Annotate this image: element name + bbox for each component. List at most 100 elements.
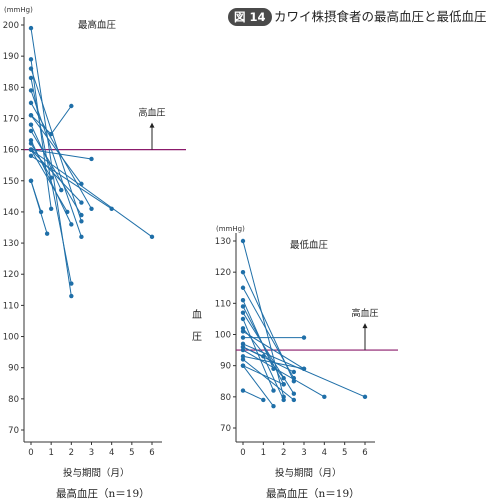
left-data-point [109, 206, 114, 212]
left-x-tick-label: 5 [129, 448, 134, 458]
left-data-point [28, 66, 34, 71]
left-y-tick-label: 110 [3, 301, 19, 311]
left-x-tick-label: 2 [69, 448, 74, 458]
left-y-tick-label: 130 [3, 239, 19, 249]
right-series-line [242, 287, 295, 379]
right-series-line [242, 365, 274, 407]
left-series-line [30, 68, 82, 222]
right-data-point [240, 363, 246, 368]
left-y-tick-label: 100 [3, 333, 19, 343]
right-data-point [240, 341, 246, 347]
right-unit-label: (mmHg) [216, 225, 245, 233]
left-data-point [89, 206, 94, 212]
left-data-point [65, 209, 70, 215]
right-data-point [322, 394, 327, 400]
left-data-point [44, 231, 50, 236]
left-data-point [79, 181, 84, 187]
left-series-line [30, 130, 82, 216]
left-data-point [79, 212, 84, 218]
left-data-point [28, 141, 34, 146]
right-data-point [240, 347, 246, 353]
right-data-point [281, 382, 286, 387]
left-data-point [28, 122, 34, 127]
left-data-point [28, 178, 34, 183]
left-series-line [30, 180, 42, 213]
right-data-point [240, 344, 246, 350]
left-series-line [30, 77, 72, 284]
right-data-point [301, 366, 307, 371]
left-threshold-label: 高血圧 [138, 107, 165, 119]
right-series-line [242, 359, 295, 401]
left-data-point [79, 219, 84, 224]
right-data-point [271, 388, 276, 393]
right-chart-title: 最低血圧 [290, 239, 329, 251]
right-x-tick-label: 5 [342, 448, 347, 458]
left-series-line [30, 155, 112, 210]
left-y-tick-label: 180 [3, 83, 19, 93]
left-y-tick-label: 200 [3, 21, 19, 31]
left-chart-title: 最高血圧 [78, 19, 117, 31]
right-y-tick-label: 80 [220, 393, 231, 403]
right-series-line [242, 349, 325, 398]
right-data-point [240, 285, 246, 290]
right-data-point [240, 335, 246, 340]
left-chart-caption: 最高血圧（n＝19） [56, 488, 150, 500]
right-x-axis-label: 投与期間（月） [275, 467, 342, 479]
left-x-tick-label: 3 [89, 448, 94, 458]
left-data-point [69, 293, 74, 299]
left-y-tick-label: 90 [8, 364, 19, 374]
right-data-point [301, 335, 307, 340]
left-data-point [28, 75, 34, 81]
left-series-line [30, 59, 52, 209]
left-data-point [28, 25, 34, 31]
right-y-tick-label: 70 [220, 424, 231, 434]
right-series-line [242, 365, 284, 385]
left-data-point [28, 57, 34, 62]
left-data-point [48, 175, 54, 180]
left-series-line [30, 149, 153, 238]
left-data-point [79, 200, 84, 205]
right-x-tick-label: 0 [240, 448, 245, 458]
left-data-point [28, 113, 34, 118]
right-data-point [240, 354, 246, 359]
left-data-point [48, 206, 54, 212]
right-data-point [240, 269, 246, 275]
right-data-point [240, 310, 246, 315]
right-data-point [271, 403, 276, 409]
left-x-tick-label: 1 [48, 448, 53, 458]
left-y-tick-label: 140 [3, 208, 19, 218]
left-data-point [59, 187, 64, 193]
left-y-tick-label: 80 [8, 395, 19, 405]
figure-title-text: カワイ株摂食者の最高血圧と最低血圧 [274, 9, 487, 24]
right-data-point [291, 369, 297, 375]
left-data-point [69, 281, 74, 286]
left-data-point [69, 222, 74, 227]
left-data-point [28, 147, 34, 152]
right-data-point [291, 397, 297, 403]
right-x-tick-label: 3 [301, 448, 306, 458]
right-data-point [240, 238, 246, 244]
right-data-point [261, 354, 266, 359]
left-data-point [79, 234, 84, 240]
right-data-point [291, 391, 297, 396]
left-unit-label: (mmHg) [4, 6, 33, 14]
left-y-tick-label: 70 [8, 426, 19, 436]
left-y-tick-label: 170 [3, 114, 19, 124]
right-data-point [281, 397, 286, 403]
left-series-line [30, 149, 68, 213]
right-x-tick-label: 4 [322, 448, 327, 458]
left-y-tick-label: 120 [3, 270, 19, 280]
figure-tag: 図 14 [228, 8, 272, 26]
right-data-point [271, 366, 276, 371]
left-series-line [30, 115, 82, 185]
right-y-axis-label-char: 血 [192, 308, 202, 321]
left-x-tick-label: 4 [109, 448, 114, 458]
right-x-tick-label: 6 [362, 448, 367, 458]
right-series-line [242, 355, 305, 370]
left-threshold-arrowhead [149, 122, 155, 128]
left-y-tick-label: 160 [3, 146, 19, 156]
right-data-point [291, 379, 297, 384]
right-data-point [281, 375, 286, 381]
right-threshold-arrowhead [362, 323, 368, 329]
right-y-axis-label-char: 圧 [192, 332, 202, 343]
